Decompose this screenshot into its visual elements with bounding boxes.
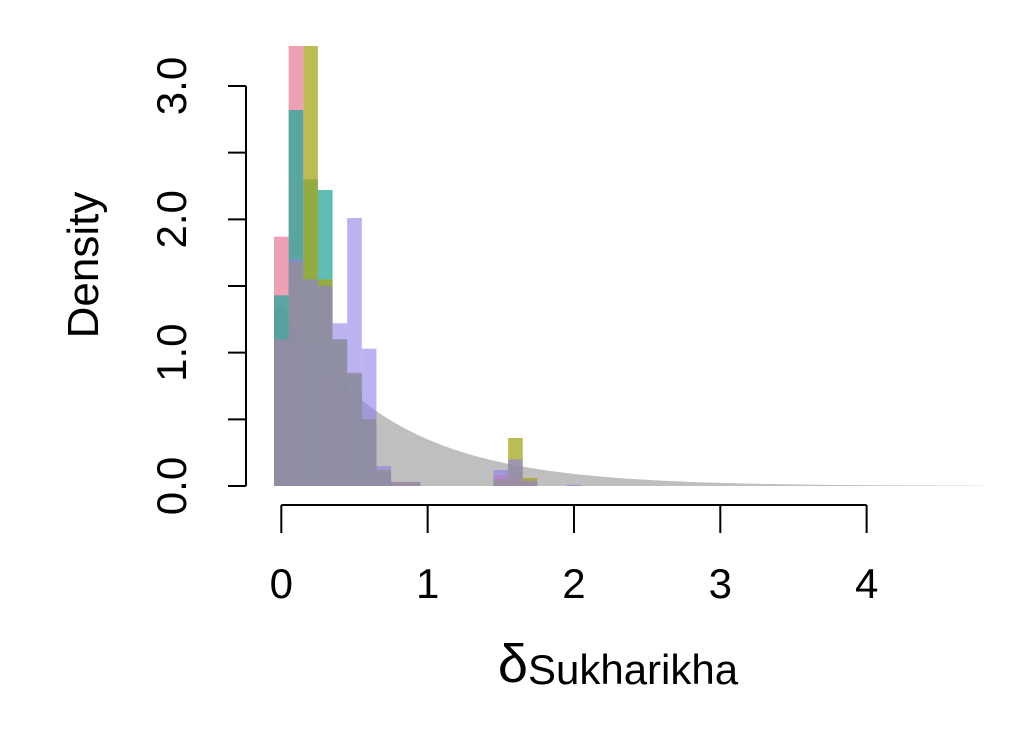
histogram-bar bbox=[522, 480, 538, 486]
histogram-bar bbox=[376, 466, 392, 486]
histogram-bar bbox=[391, 482, 406, 486]
x-axis-title-subscript: Sukharikha bbox=[528, 646, 739, 693]
x-axis-title-symbol: δ bbox=[498, 634, 528, 694]
histogram-bar bbox=[347, 218, 362, 486]
x-tick-label: 4 bbox=[855, 560, 878, 607]
x-axis-title: δSukharikha bbox=[498, 634, 739, 694]
y-tick-label: 1.0 bbox=[148, 323, 195, 381]
y-tick-label: 3.0 bbox=[148, 57, 195, 115]
histogram-bar bbox=[288, 259, 304, 486]
y-axis-title: Density bbox=[59, 192, 108, 339]
histogram-bar bbox=[508, 459, 523, 486]
histogram-bar bbox=[274, 339, 289, 486]
histogram-bar bbox=[405, 482, 421, 486]
histogram-bar bbox=[493, 470, 509, 486]
y-axis: 0.0 1.0 2.0 3.0 bbox=[148, 57, 247, 515]
x-tick-label: 0 bbox=[270, 560, 293, 607]
x-tick-label: 2 bbox=[562, 560, 585, 607]
prior-density-layer bbox=[274, 306, 984, 486]
histogram-bars-layer bbox=[274, 46, 582, 486]
histogram-bar bbox=[566, 484, 582, 486]
x-tick-label: 1 bbox=[416, 560, 439, 607]
histogram-series-4 bbox=[274, 218, 582, 486]
histogram-bar bbox=[332, 323, 348, 486]
histogram-bar bbox=[317, 286, 333, 486]
histogram-bar bbox=[303, 279, 318, 486]
x-tick-label: 3 bbox=[709, 560, 732, 607]
y-tick-label: 2.0 bbox=[148, 190, 195, 248]
prior-density-area bbox=[274, 306, 984, 486]
x-axis: 0 1 2 3 4 bbox=[270, 504, 878, 607]
histogram-bar bbox=[361, 348, 377, 486]
y-tick-label: 0.0 bbox=[148, 457, 195, 515]
